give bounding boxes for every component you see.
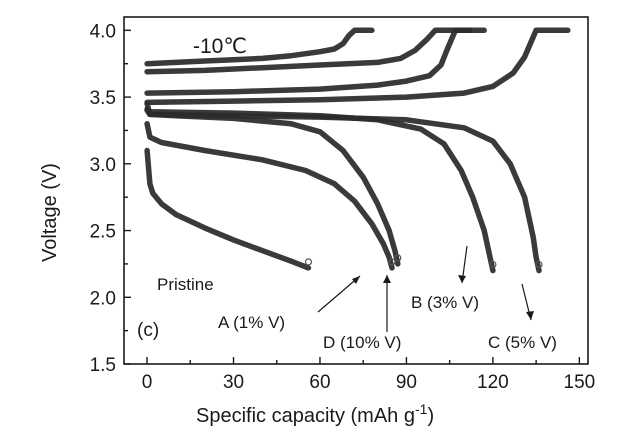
annotation-pristine: Pristine — [157, 275, 214, 294]
charge-curve-b-3-v — [144, 27, 487, 96]
annotation-b: B (3% V) — [411, 293, 479, 312]
end-marker-c-5-v — [535, 260, 543, 269]
annotation-d: D (10% V) — [323, 333, 401, 352]
temperature-label: -10℃ — [193, 35, 247, 58]
arrow-a — [317, 275, 361, 313]
arrow-d-head — [383, 275, 391, 283]
end-marker-a-1-v — [388, 258, 396, 266]
annotation-c: C (5% V) — [488, 333, 557, 352]
x-tick-label-3: 90 — [396, 372, 417, 393]
x-axis-title: Specific capacity (mAh g-1) — [196, 401, 434, 427]
y-tick-label-2: 2.5 — [90, 222, 116, 243]
y-tick-label-1: 2.0 — [90, 288, 116, 309]
discharge-curve-a-1-v — [144, 121, 395, 271]
plot-frame — [123, 16, 589, 365]
marker-layer — [304, 254, 543, 269]
end-marker-d-10-v — [394, 254, 402, 262]
x-tick-label-1: 30 — [223, 372, 244, 393]
y-tick-label-0: 1.5 — [90, 355, 116, 376]
x-tick-label-0: 0 — [142, 372, 153, 393]
curve-layer — [144, 27, 571, 274]
discharge-curve-pristine — [144, 147, 312, 271]
x-axis-title-main: Specific capacity (mAh g — [196, 405, 415, 427]
discharge-curve-d-10-v — [144, 100, 401, 267]
charge-curve-d-10-v — [144, 27, 473, 75]
annotation-arrows — [317, 245, 534, 332]
x-axis-title-sup: -1 — [415, 401, 428, 417]
arrow-c-head — [526, 311, 534, 320]
x-axis-title-end: ) — [427, 405, 434, 427]
panel-label: (c) — [137, 320, 159, 341]
annotation-a: A (1% V) — [218, 313, 285, 332]
tick-layer: 0 30 60 90 120 150 1.5 2.0 2.5 3.0 3.5 4.0 — [90, 21, 596, 393]
charge-curve-c-5-v — [144, 27, 571, 106]
arrow-b-head — [458, 275, 466, 283]
y-tick-label-3: 3.0 — [90, 155, 116, 176]
charge-curve-a-1-v — [144, 27, 375, 67]
end-marker-pristine — [304, 258, 313, 266]
x-tick-label-2: 60 — [309, 372, 330, 393]
end-marker-b-3-v — [489, 260, 497, 269]
y-tick-label-5: 4.0 — [90, 21, 116, 42]
arrow-a-head — [352, 276, 360, 284]
y-axis-title: Voltage (V) — [39, 163, 61, 262]
discharge-curve-c-5-v — [144, 107, 542, 274]
x-tick-label-5: 150 — [564, 372, 596, 393]
x-tick-label-4: 120 — [477, 372, 509, 393]
y-tick-label-4: 3.5 — [90, 88, 116, 109]
